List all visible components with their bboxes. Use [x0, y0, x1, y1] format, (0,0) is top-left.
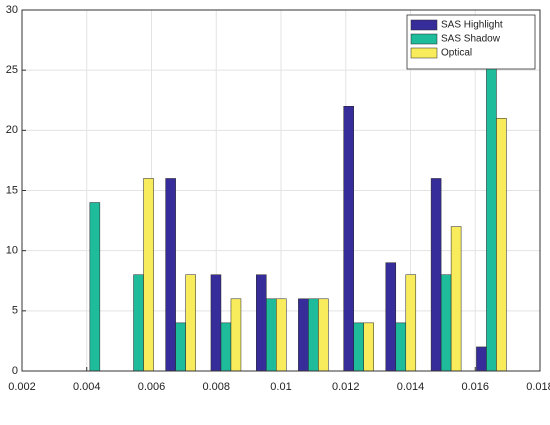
x-tick-label: 0.004 — [73, 381, 101, 393]
x-tick-label: 0.012 — [332, 381, 360, 393]
bar — [230, 298, 242, 372]
y-tick-label: 20 — [6, 124, 18, 136]
x-tick-label: 0.002 — [8, 381, 36, 393]
legend-swatch — [410, 33, 438, 45]
bar — [430, 178, 442, 372]
bar — [486, 45, 497, 372]
bar — [405, 274, 417, 372]
y-tick-label: 15 — [6, 184, 18, 196]
x-tick-label: 0.016 — [461, 381, 489, 393]
y-tick-label: 10 — [6, 245, 18, 257]
bar — [210, 274, 222, 372]
y-tick-label: 25 — [6, 64, 18, 76]
bar — [185, 274, 196, 372]
bar — [385, 262, 397, 372]
axes-box — [21, 9, 541, 372]
bar — [363, 322, 374, 372]
bar — [165, 178, 176, 372]
x-tick-label: 0.008 — [202, 381, 230, 393]
x-tick-label: 0.014 — [397, 381, 425, 393]
legend-label: SAS Shadow — [441, 34, 501, 45]
x-tick-label: 0.018 — [526, 381, 550, 393]
x-tick-label: 0.006 — [138, 381, 166, 393]
legend-label: Optical — [441, 48, 472, 59]
bar — [496, 118, 507, 372]
bar — [450, 226, 462, 372]
bar — [298, 298, 309, 372]
x-tick-label: 0.01 — [270, 381, 291, 393]
bar — [133, 274, 144, 372]
bar — [353, 322, 364, 372]
bar — [143, 178, 154, 372]
legend-label: SAS Highlight — [441, 20, 503, 31]
bar — [395, 322, 407, 372]
bar — [175, 322, 186, 372]
y-tick-label: 0 — [12, 365, 18, 377]
bar — [308, 298, 319, 372]
y-tick-label: 30 — [6, 4, 18, 16]
bar — [256, 274, 267, 372]
legend-swatch — [410, 19, 438, 31]
legend: SAS Highlight SAS Shadow Optical — [406, 14, 536, 70]
bar — [89, 202, 101, 372]
bar — [343, 106, 354, 372]
bar — [276, 298, 287, 372]
legend-swatch — [410, 47, 438, 59]
y-tick-label: 5 — [12, 305, 18, 317]
bar — [318, 298, 329, 372]
bar — [440, 274, 452, 372]
bar — [220, 322, 232, 372]
bar — [476, 346, 487, 372]
bar — [266, 298, 277, 372]
